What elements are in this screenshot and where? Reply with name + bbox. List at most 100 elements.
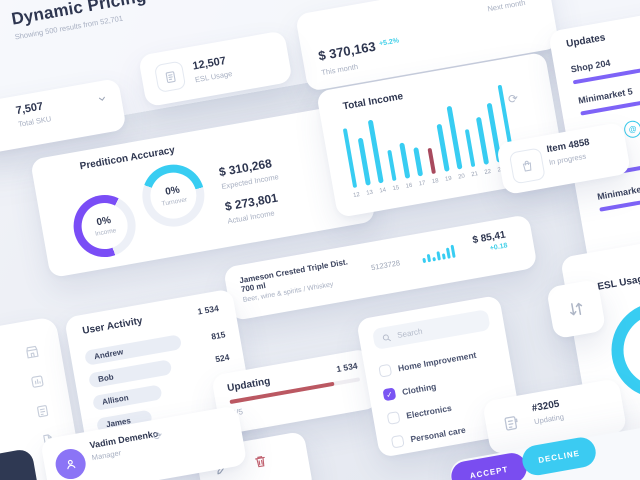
activity-value: 524 [214, 351, 231, 364]
updates-item[interactable]: Minimarket 5 [578, 82, 640, 116]
filter-option-label: Home Improvement [397, 349, 478, 374]
income-bar [464, 129, 476, 168]
bar-label: 14 [379, 187, 387, 195]
product-sku: 5123728 [370, 258, 401, 273]
esl-count-stat: 12,507 ESL Usage [192, 54, 233, 84]
manager-card: Vadim Demenko Manager ⟳ [40, 405, 248, 480]
ticket-doc-icon [496, 408, 526, 438]
turnover-gauge-percent: 0% [164, 184, 181, 198]
total-sku-stat: 7,507 Total SKU [15, 99, 52, 128]
esl-doc-icon [153, 60, 187, 93]
bar-column: 15 [385, 149, 400, 192]
checkbox-checked-icon[interactable]: ✓ [382, 387, 397, 402]
bar-column: 18 [426, 147, 440, 185]
activity-name: Andrew [93, 347, 124, 362]
income-bar [399, 142, 410, 179]
checkbox-icon[interactable] [390, 434, 405, 449]
ticket-info: #3205 Updating [531, 398, 565, 426]
search-placeholder: Search [396, 326, 424, 340]
ticket-status: Updating [533, 412, 565, 427]
updates-item[interactable]: Shop 204 [570, 49, 640, 84]
sparkline-bar [436, 251, 441, 261]
total-sku-card: 7,507 Total SKU [0, 77, 127, 156]
activity-name: Allison [101, 393, 130, 407]
activity-value: 815 [210, 328, 227, 342]
chevron-down-icon[interactable] [96, 93, 108, 105]
bar-label: 13 [365, 189, 374, 197]
sort-card[interactable] [546, 278, 607, 340]
sparkline-bar [441, 253, 446, 260]
total-sku-label: Total SKU [17, 114, 52, 129]
ticket-card: #3205 Updating [482, 378, 628, 456]
search-input[interactable]: Search [371, 309, 491, 351]
product-info: Jameson Crested Triple Dist. 700 ml Beer… [239, 255, 367, 304]
bar-label: 21 [470, 171, 479, 179]
bar-label: 17 [418, 180, 427, 188]
income-bar [475, 116, 489, 165]
updates-item-label: Minimarket [596, 183, 640, 202]
search-icon [381, 332, 393, 344]
sparkline-bar [450, 244, 456, 258]
price-sparkline [421, 244, 456, 264]
esl-count-card: 12,507 ESL Usage [138, 30, 293, 108]
receipt-icon[interactable] [34, 402, 51, 419]
checkbox-icon[interactable] [386, 411, 401, 425]
next-month-label: Next month [486, 0, 527, 14]
income-bar [386, 149, 397, 182]
income-gauge-percent: 0% [95, 214, 112, 229]
product-price-block: $ 85,41 +0.18 [472, 230, 508, 255]
user-activity-total: 1 534 [196, 303, 220, 317]
prediticon-stats: $ 310,268 Expected Income $ 273,801 Actu… [218, 155, 286, 225]
income-bar [357, 137, 371, 186]
this-month-delta: +5.2% [378, 37, 400, 48]
refresh-icon[interactable]: ⟳ [506, 91, 520, 107]
income-gauge-label: Income [94, 227, 117, 238]
bar-chart-icon[interactable] [29, 373, 46, 390]
bar-column: 17 [412, 147, 427, 188]
updates-title: Updates [565, 32, 607, 50]
filter-option-label: Personal care [409, 424, 467, 445]
income-bar [436, 123, 450, 172]
manager-info: Vadim Demenko Manager [89, 428, 161, 462]
bar-label: 20 [457, 173, 466, 181]
sparkline-bar [432, 256, 437, 262]
next-month-stat: Next month [484, 0, 532, 47]
category-filter-card: Search Home Improvement ✓ Clothing Electron… [356, 294, 524, 458]
bar-label: 22 [484, 168, 492, 176]
this-month-stat: $ 370,163 +5.2% This month [317, 33, 403, 77]
sparkline-bar [445, 247, 451, 259]
trash-icon[interactable] [252, 453, 269, 470]
income-bar [342, 128, 358, 189]
updating-title: Updating [226, 375, 272, 395]
bar-label: 18 [431, 178, 440, 186]
turnover-gauge: 0% Turnover [137, 159, 210, 232]
checkbox-icon[interactable] [378, 363, 393, 378]
updating-value: 1 534 [335, 360, 359, 375]
avatar [53, 446, 89, 480]
sparkline-bar [422, 257, 427, 264]
user-activity-title: User Activity [81, 315, 144, 337]
turnover-gauge-label: Turnover [161, 196, 188, 208]
income-bar [413, 147, 424, 177]
income-bar [427, 147, 437, 175]
item-progress-card: Item 4858 In progress [496, 121, 632, 196]
bar-label: 12 [352, 191, 361, 200]
filter-option-label: Electronics [405, 402, 453, 421]
item-progress-info: Item 4858 In progress [546, 137, 593, 167]
sparkline-bar [426, 253, 432, 263]
bar-label: 15 [392, 185, 400, 193]
store-icon[interactable] [23, 343, 40, 360]
income-gauge: 0% Income [68, 190, 141, 262]
sync-icon[interactable]: ⟳ [152, 429, 164, 444]
at-mention-icon[interactable]: @ [622, 119, 640, 140]
activity-name: Bob [97, 372, 115, 384]
sort-arrows-icon[interactable] [546, 279, 606, 339]
filter-option-label: Clothing [401, 381, 438, 397]
activity-name-pill[interactable]: Allison [92, 384, 163, 412]
esl-usage-title: ESL Usage [596, 272, 640, 293]
updates-item[interactable]: Minimarket [596, 179, 640, 212]
shopping-bag-icon [508, 147, 546, 185]
bar-label: 16 [405, 182, 413, 190]
bar-label: 19 [444, 175, 453, 183]
